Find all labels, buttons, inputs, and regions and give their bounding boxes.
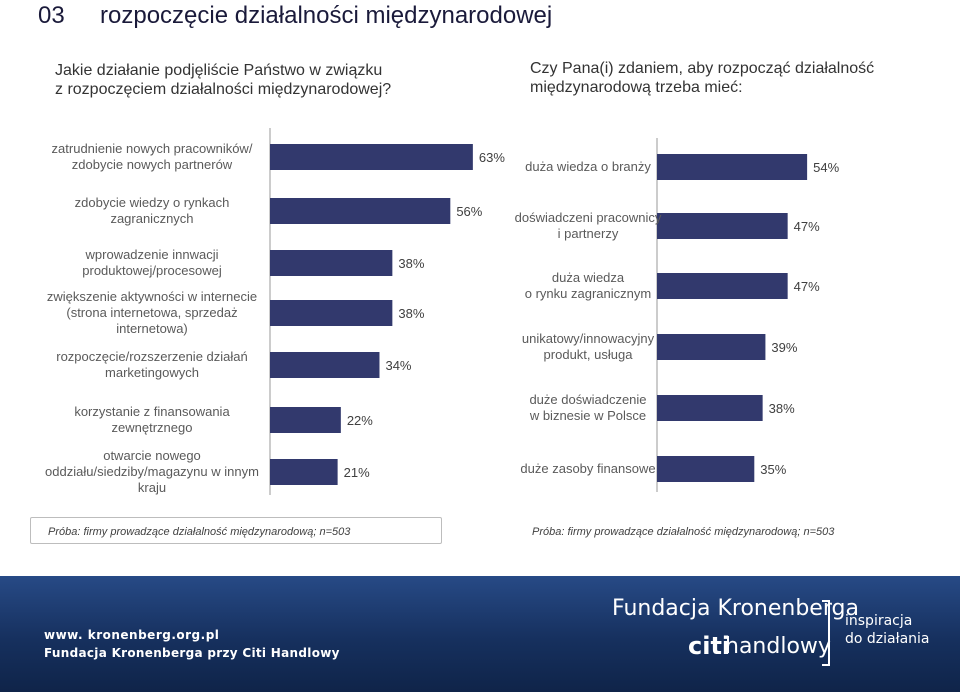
chart-0-category-label-3: zwiększenie aktywności w internecie (str… <box>46 289 258 336</box>
chart-1-category-label-5: duże zasoby finansowe <box>520 461 656 476</box>
chart-1-category-label-2: duża wiedza o rynku zagranicznym <box>524 270 652 301</box>
chart-1-bar-4 <box>657 395 763 421</box>
chart-0-category-label-6: otwarcie nowego oddziału/siedziby/magazy… <box>45 448 259 495</box>
chart-0-bar-1 <box>270 198 451 224</box>
right-sample-note: Próba: firmy prowadzące działalność międ… <box>532 526 835 538</box>
chart-0-bar-4 <box>270 352 380 378</box>
chart-1-bar-5 <box>657 456 755 482</box>
chart-1-bar-1 <box>657 213 788 239</box>
footer-website-link[interactable]: www. kronenberg.org.pl <box>44 628 220 642</box>
chart-0-value-label-2: 38% <box>398 256 424 271</box>
left-sample-note: Próba: firmy prowadzące działalność międ… <box>48 526 351 538</box>
chart-0-category-label-2: wprowadzenie innwacji produktowej/proces… <box>82 247 222 278</box>
footer-tagline: inspiracja do działania <box>845 613 930 647</box>
chart-0-value-label-5: 22% <box>347 413 373 428</box>
chart-0-value-label-0: 63% <box>479 150 505 165</box>
chart-0-value-label-3: 38% <box>398 306 424 321</box>
logo-bracket <box>822 600 830 666</box>
chart-1-category-label-4: duże doświadczenie w biznesie w Polsce <box>529 392 647 423</box>
chart-0-value-label-4: 34% <box>385 358 411 373</box>
chart-1-category-label-3: unikatowy/innowacyjny produkt, usługa <box>521 331 655 362</box>
footer-band <box>0 576 960 692</box>
bar-charts: 63% 56% 38% 38% 34% 22% 21% 54% 47% 47% 39% 38% 35% <box>269 128 840 495</box>
slide-title: rozpoczęcie działalności międzynarodowej <box>100 2 553 29</box>
chart-1-bar-3 <box>657 334 766 360</box>
footer-brand-logo: Fundacja Kronenberga <box>612 596 859 621</box>
chart-1-value-label-5: 35% <box>760 462 786 477</box>
handlowy-logo: handlowy <box>725 634 831 659</box>
chart-0-category-label-5: korzystanie z finansowania zewnętrznego <box>74 404 230 435</box>
chart-0-bar-2 <box>270 250 393 276</box>
chart-0-bar-5 <box>270 407 341 433</box>
chart-0-value-label-1: 56% <box>456 204 482 219</box>
left-note-box <box>30 517 442 544</box>
chart-0-category-label-4: rozpoczęcie/rozszerzenie działań marketi… <box>56 349 248 380</box>
chart-0-bar-6 <box>270 459 338 485</box>
chart-1-value-label-0: 54% <box>813 160 839 175</box>
chart-0-bar-0 <box>270 144 473 170</box>
chart-0-bar-3 <box>270 300 393 326</box>
chart-1-category-label-1: doświadczeni pracownicy i partnerzy <box>514 210 662 241</box>
chart-1-category-label-0: duża wiedza o branży <box>525 159 651 174</box>
chart-1-bar-0 <box>657 154 808 180</box>
chart-0-category-label-0: zatrudnienie nowych pracowników/ zdobyci… <box>51 141 253 172</box>
slide-number: 03 <box>38 2 65 29</box>
chart-1-bar-2 <box>657 273 788 299</box>
citi-logo: citi <box>688 632 731 660</box>
chart-1-value-label-2: 47% <box>794 279 820 294</box>
right-chart-question: Czy Pana(i) zdaniem, aby rozpocząć dział… <box>530 60 875 96</box>
chart-0-category-label-1: zdobycie wiedzy o rynkach zagranicznych <box>74 195 230 226</box>
footer-organization: Fundacja Kronenberga przy Citi Handlowy <box>44 646 340 660</box>
chart-1-value-label-3: 39% <box>771 340 797 355</box>
chart-1-value-label-1: 47% <box>794 219 820 234</box>
left-chart-question: Jakie działanie podjęliście Państwo w zw… <box>55 62 392 98</box>
chart-0-value-label-6: 21% <box>344 465 370 480</box>
chart-1-value-label-4: 38% <box>769 401 795 416</box>
